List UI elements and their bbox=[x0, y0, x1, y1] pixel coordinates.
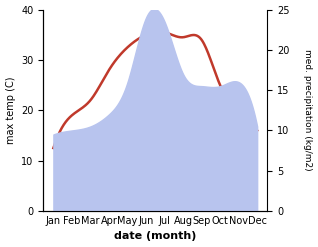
Y-axis label: med. precipitation (kg/m2): med. precipitation (kg/m2) bbox=[303, 49, 313, 171]
Y-axis label: max temp (C): max temp (C) bbox=[5, 77, 16, 144]
X-axis label: date (month): date (month) bbox=[114, 231, 197, 242]
